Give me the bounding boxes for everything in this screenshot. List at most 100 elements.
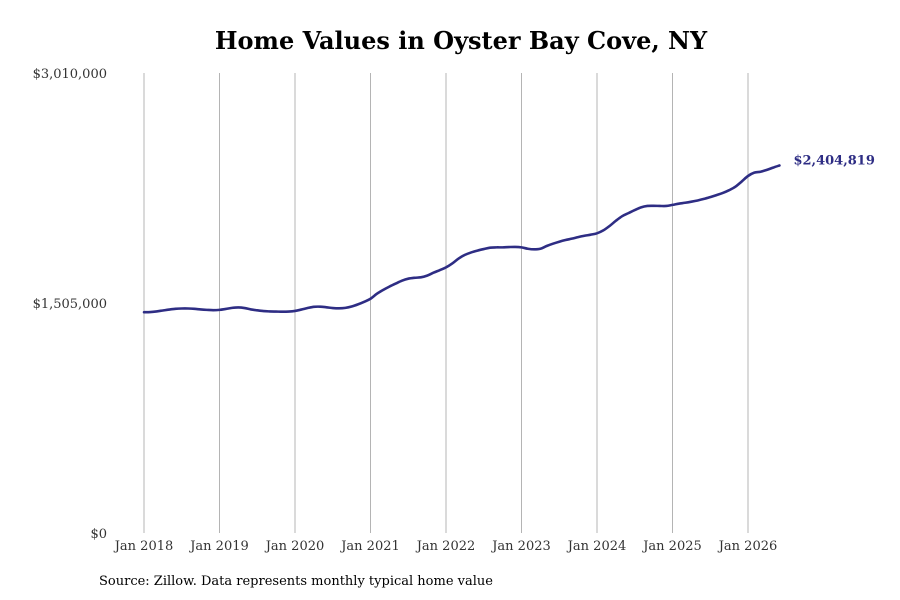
data-point — [394, 282, 397, 285]
data-point — [338, 307, 341, 310]
data-point — [375, 293, 378, 296]
x-tick-label: Jan 2020 — [264, 539, 325, 554]
data-point — [615, 219, 618, 222]
data-point — [457, 257, 460, 260]
data-point — [659, 205, 662, 208]
data-point — [413, 276, 416, 279]
data-point — [489, 246, 492, 249]
data-point — [722, 192, 725, 195]
y-axis-tick-labels: $0 $1,505,000 $3,010,000 — [33, 67, 107, 542]
data-point — [363, 300, 366, 303]
data-point — [382, 289, 385, 292]
data-point — [350, 305, 353, 308]
chart-title: Home Values in Oyster Bay Cove, NY — [214, 26, 708, 55]
data-point — [331, 307, 334, 310]
data-point — [558, 240, 561, 243]
data-point — [262, 310, 265, 313]
source-note: Source: Zillow. Data represents monthly … — [99, 574, 493, 589]
data-point — [715, 194, 718, 197]
data-point — [294, 310, 297, 313]
data-point — [482, 248, 485, 251]
data-point — [281, 310, 284, 313]
data-point — [640, 206, 643, 209]
data-point — [426, 274, 429, 277]
data-point — [621, 215, 624, 218]
data-point — [684, 201, 687, 204]
data-point — [250, 308, 253, 311]
data-point — [325, 306, 328, 309]
data-point — [143, 311, 146, 314]
data-point — [319, 305, 322, 308]
data-point — [451, 262, 454, 265]
y-tick-label: $0 — [90, 527, 107, 542]
x-tick-label: Jan 2023 — [490, 539, 551, 554]
y-tick-label: $1,505,000 — [33, 297, 107, 312]
data-point — [501, 246, 504, 249]
data-point — [174, 308, 177, 311]
data-point — [388, 285, 391, 288]
data-point — [464, 254, 467, 257]
data-point — [224, 308, 227, 311]
vertical-gridlines — [143, 73, 749, 533]
data-point — [577, 236, 580, 239]
data-point — [401, 279, 404, 282]
data-point — [162, 309, 165, 312]
data-point — [602, 229, 605, 232]
data-point — [753, 171, 756, 174]
data-point — [470, 251, 473, 254]
x-tick-label: Jan 2019 — [188, 539, 249, 554]
x-tick-label: Jan 2018 — [113, 539, 174, 554]
data-point — [677, 202, 680, 205]
data-point — [495, 246, 498, 249]
data-point — [703, 198, 706, 201]
data-point — [778, 164, 781, 167]
data-point — [369, 297, 372, 300]
data-point — [407, 277, 410, 280]
data-point — [155, 310, 158, 313]
data-point — [237, 306, 240, 309]
data-point — [596, 232, 599, 235]
x-tick-label: Jan 2025 — [641, 539, 702, 554]
data-point — [256, 309, 259, 312]
data-point — [545, 245, 548, 248]
data-point — [772, 166, 775, 169]
data-point — [652, 205, 655, 208]
data-point — [571, 237, 574, 240]
data-point — [665, 205, 668, 208]
data-point — [759, 170, 762, 173]
y-tick-label: $3,010,000 — [33, 67, 107, 82]
home-value-line — [142, 164, 781, 314]
data-point — [438, 269, 441, 272]
x-tick-label: Jan 2026 — [717, 539, 778, 554]
data-point — [287, 310, 290, 313]
x-tick-label: Jan 2022 — [415, 539, 476, 554]
data-point — [313, 306, 316, 309]
data-point — [728, 189, 731, 192]
data-point — [646, 205, 649, 208]
data-point — [306, 307, 309, 310]
data-point — [275, 310, 278, 313]
data-point — [476, 249, 479, 252]
x-tick-label: Jan 2024 — [566, 539, 627, 554]
data-point — [734, 185, 737, 188]
data-point — [212, 309, 215, 312]
data-point — [218, 309, 221, 312]
data-point — [514, 246, 517, 249]
data-point — [206, 309, 209, 312]
data-point — [357, 303, 360, 306]
data-point — [269, 310, 272, 313]
latest-value-label: $2,404,819 — [793, 153, 874, 168]
data-point — [520, 246, 523, 249]
data-point — [344, 307, 347, 310]
data-point — [589, 233, 592, 236]
data-point — [747, 175, 750, 178]
data-point — [445, 266, 448, 269]
series-data-points — [143, 164, 781, 313]
data-point — [766, 169, 769, 172]
data-point — [199, 308, 202, 311]
data-point — [526, 247, 529, 250]
data-point — [740, 180, 743, 183]
data-point — [243, 307, 246, 310]
